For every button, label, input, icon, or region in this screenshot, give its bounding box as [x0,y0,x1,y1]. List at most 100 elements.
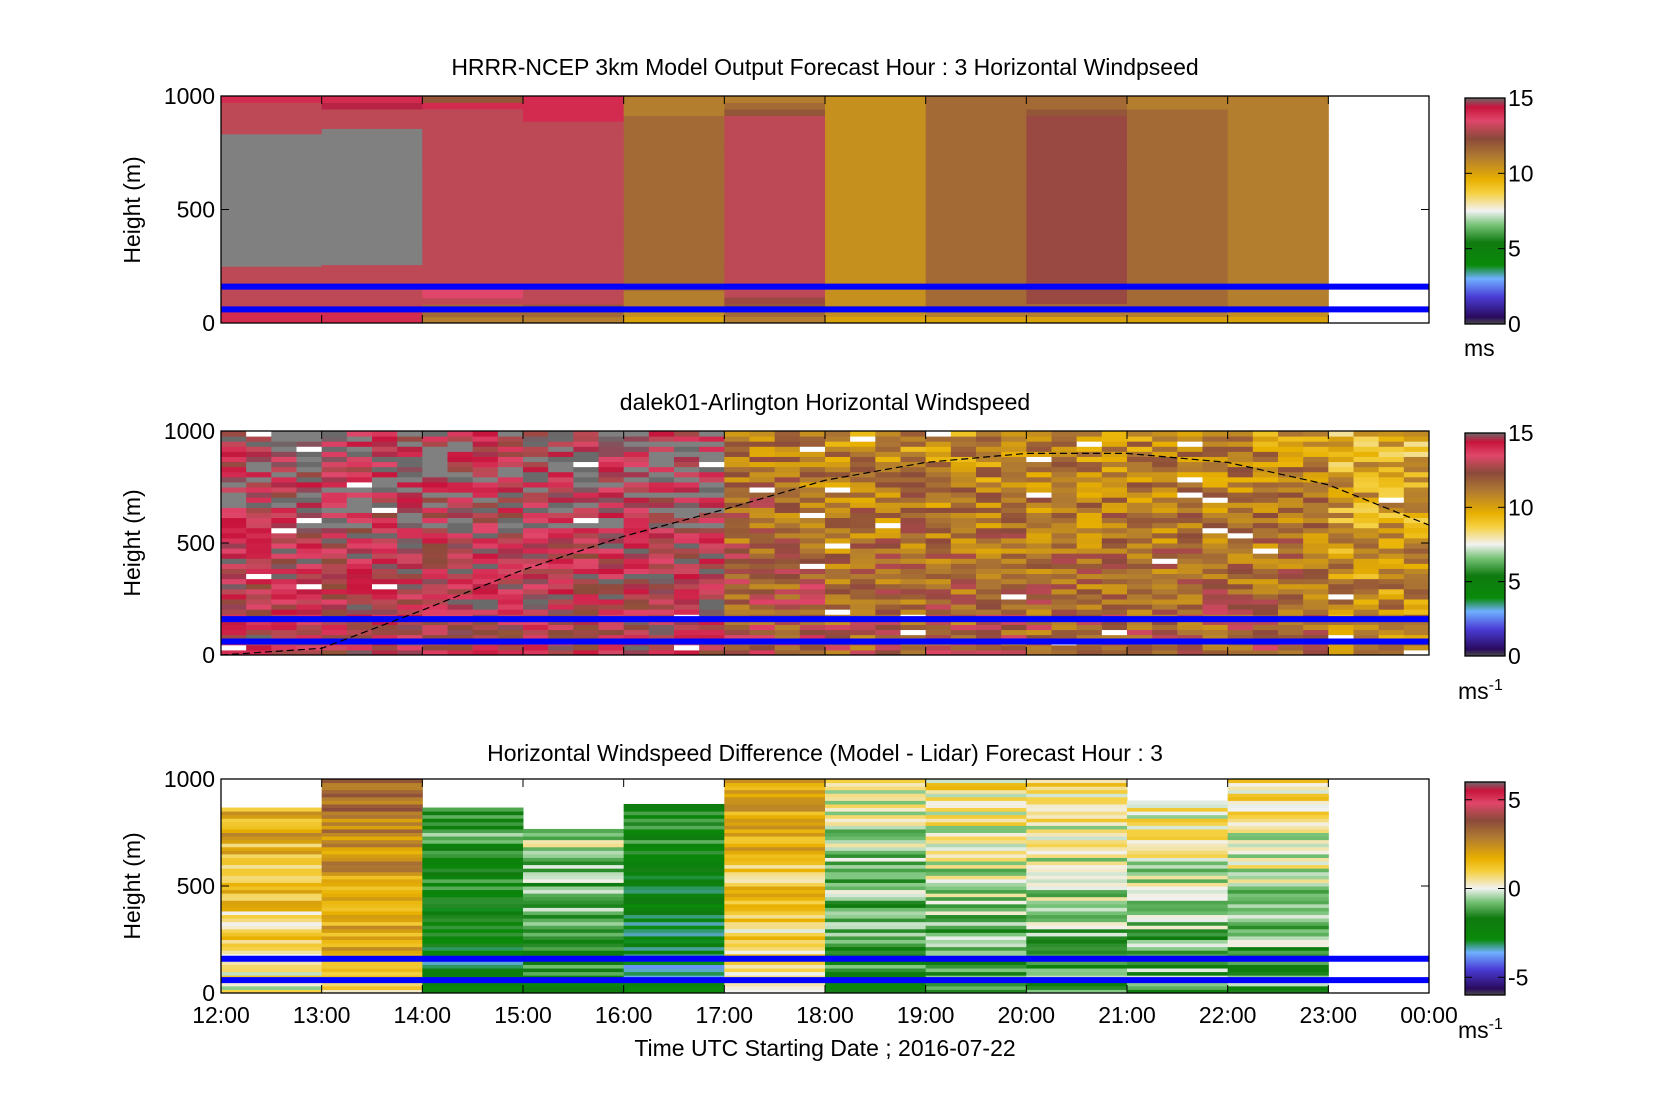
heatmap-cell [422,234,524,242]
heatmap-cell [321,950,423,955]
heatmap-cell [825,497,851,503]
heatmap-cell [1303,604,1329,610]
heatmap-cell [221,177,323,185]
heatmap-cell [749,568,776,575]
heatmap-cell [346,593,373,600]
heatmap-cell [221,165,323,173]
heatmap-cell [1227,583,1254,590]
heatmap-cell [1278,527,1304,534]
heatmap-cell [1051,456,1078,463]
heatmap-cell [1026,297,1128,305]
heatmap-cell [1227,206,1329,214]
heatmap-cell [1227,796,1329,801]
heatmap-cell [623,964,725,969]
heatmap-cell [774,487,801,493]
heatmap-cell [1303,537,1329,544]
heatmap-cell [1227,832,1329,837]
heatmap-cell [1152,644,1178,651]
heatmap-cell [623,492,650,498]
heatmap-cell [825,832,927,837]
heatmap-cell [346,512,373,519]
heatmap-cell [1227,786,1329,791]
heatmap-cell [749,553,776,559]
heatmap-cell [724,180,826,188]
heatmap-cell [548,481,574,488]
heatmap-cell [825,886,927,891]
heatmap-cell [1076,553,1103,559]
heatmap-cell [1252,456,1279,463]
heatmap-cell [674,471,700,478]
heatmap-cell [422,878,524,883]
heatmap-cell [1252,634,1279,641]
heatmap-cell [1328,497,1354,503]
heatmap-cell [523,925,625,930]
heatmap-cell [623,507,650,513]
heatmap-cell [875,568,901,575]
heatmap-cell [472,461,499,468]
heatmap-cell [397,629,423,636]
heatmap-cell [976,558,1002,564]
heatmap-cell [1026,558,1052,564]
heatmap-cell [296,604,323,610]
heatmap-cell [1403,512,1429,519]
heatmap-cell [422,964,524,969]
heatmap-cell [296,507,323,513]
heatmap-cell [674,568,700,575]
heatmap-cell [623,316,725,323]
heatmap-cell [1026,850,1128,855]
heatmap-cell [925,907,1027,912]
heatmap-cell [699,568,725,575]
heatmap-cell [1127,128,1229,136]
heatmap-cell [271,522,297,529]
heatmap-cell [1001,558,1027,564]
heatmap-cell [623,925,725,930]
heatmap-cell [1227,588,1254,595]
heatmap-cell [1378,507,1405,513]
heatmap-cell [1127,989,1229,993]
heatmap-cell [472,492,499,498]
heatmap-cell [623,907,725,912]
heatmap-cell [850,517,876,524]
heatmap-cell [925,507,952,513]
heatmap-cell [422,624,448,631]
heatmap-cell [1227,836,1329,841]
heatmap-cell [472,588,499,595]
heatmap-cell [1328,527,1354,534]
heatmap-cell [724,476,750,483]
heatmap-cell [221,502,247,508]
heatmap-cell [1378,497,1405,503]
heatmap-cell [976,476,1002,483]
heatmap-cell [321,893,423,898]
heatmap-cell [825,868,927,873]
heatmap-cell [372,573,398,580]
colorbar: -505 ms-1 [1458,781,1528,1043]
heatmap-cell [1026,828,1128,833]
heatmap-cell [1026,846,1128,851]
heatmap-cell [774,548,801,554]
heatmap-cell [598,512,625,519]
heatmap-cell [850,604,876,610]
heatmap-cell [497,461,524,468]
heatmap-cell [1252,527,1279,534]
heatmap-cell [573,568,599,575]
heatmap-cell [724,629,750,636]
heatmap-cell [724,121,826,129]
heatmap-cell [1127,811,1229,816]
heatmap-cell [976,532,1002,539]
heatmap-cell [598,476,625,483]
heatmap-cell [623,634,650,641]
heatmap-cell [221,968,323,973]
heatmap-cell [749,573,776,580]
heatmap-cell [724,522,750,529]
heatmap-cell [950,573,977,580]
heatmap-cell [1278,487,1304,493]
heatmap-cell [346,451,373,457]
heatmap-cell [724,558,750,564]
heatmap-cell [1403,436,1429,442]
x-axis-label: Time UTC Starting Date ; 2016-07-22 [634,1035,1015,1061]
heatmap-cell [1202,593,1229,600]
heatmap-cell [1227,846,1329,851]
heatmap-cell [598,573,625,580]
heatmap-cell [1101,451,1128,457]
heatmap-cell [1278,532,1304,539]
